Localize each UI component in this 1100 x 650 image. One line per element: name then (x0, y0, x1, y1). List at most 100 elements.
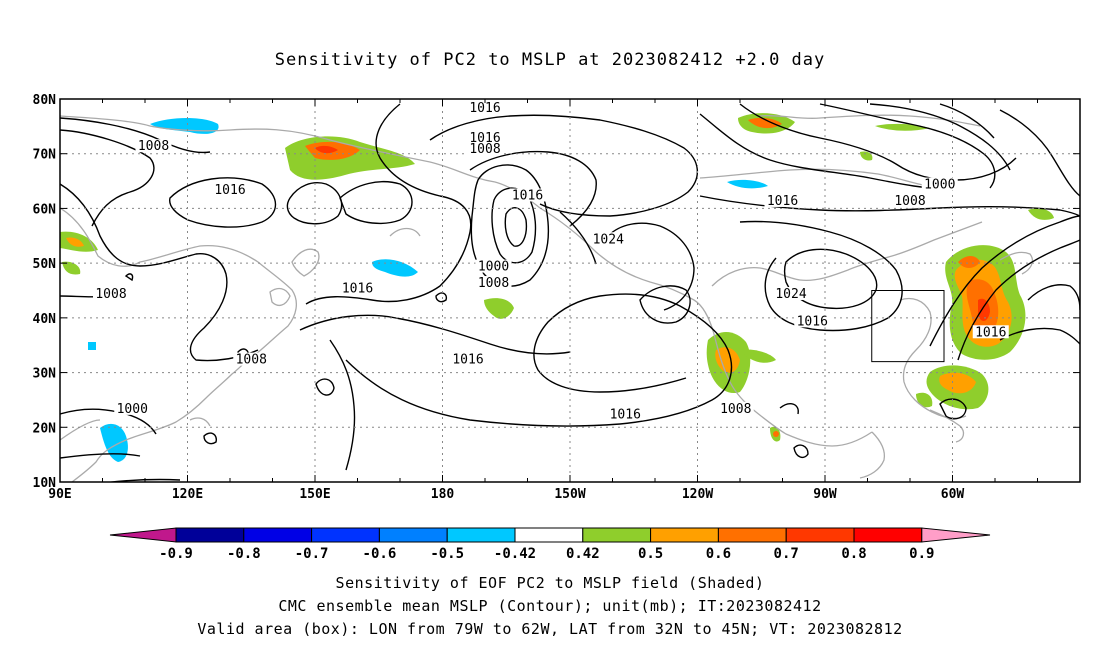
contour-label-bg (93, 286, 129, 300)
contour-label: 1008 (478, 276, 509, 291)
lat-label: 20N (33, 421, 57, 436)
caption-line-2: CMC ensemble mean MSLP (Contour); unit(m… (278, 597, 822, 615)
colorbar-labels: -0.9 -0.8 -0.7 -0.6 -0.5 -0.42 0.42 0.5 0.6 0.7 0.… (159, 546, 934, 562)
contour-label: 1016 (469, 101, 500, 116)
colorbar-label: -0.6 (363, 546, 397, 562)
colorbar-label: -0.8 (227, 546, 261, 562)
contour-label: 1008 (95, 287, 126, 302)
colorbar-low-extend (109, 527, 177, 543)
contour-label: 1016 (512, 188, 543, 203)
lat-label: 40N (33, 312, 57, 327)
colorbar-segment (785, 527, 855, 543)
lat-label: 80N (33, 93, 57, 108)
lon-label: 90E (48, 487, 71, 502)
colorbar-segment (853, 527, 923, 543)
contour-label-bg (339, 281, 376, 295)
valid-area-box (871, 290, 945, 363)
colorbar-label: -0.5 (430, 546, 464, 562)
caption-line-1: Sensitivity of EOF PC2 to MSLP field (Sh… (335, 574, 765, 592)
contour-label-bg (467, 141, 503, 155)
lon-label: 150E (299, 487, 330, 502)
lat-label: 30N (33, 367, 57, 382)
contour-label-bg (717, 401, 754, 415)
colorbar-label: -0.42 (494, 546, 536, 562)
contour-label-bg (892, 193, 928, 207)
lat-lon-grid (60, 99, 1080, 482)
contour-label-bg (212, 183, 248, 197)
lat-label: 50N (33, 257, 57, 272)
contour-label: 1016 (610, 407, 641, 422)
colorbar (109, 527, 991, 543)
contour-label-bg (467, 100, 503, 114)
lon-label: 180 (431, 487, 455, 502)
caption-line-3: Valid area (box): LON from 79W to 62W, L… (197, 620, 903, 638)
contour-label: 1016 (797, 314, 828, 329)
contour-label: 1008 (894, 194, 925, 209)
contour-label-bg (607, 407, 644, 421)
contour-label: 1000 (478, 260, 509, 275)
contour-label-bg (921, 177, 958, 191)
colorbar-segment (378, 527, 448, 543)
lon-label: 60W (941, 487, 965, 502)
shading-layer (60, 113, 1054, 462)
lon-axis-labels: 90E 120E 150E 180 150W 120W 90W 60W (48, 487, 964, 502)
contour-label: 1000 (117, 402, 148, 417)
contour-label: 1016 (452, 353, 483, 368)
colorbar-segment (650, 527, 719, 543)
contour-label-bg (467, 131, 503, 145)
lon-label: 150W (554, 487, 585, 502)
colorbar-label: 0.5 (638, 546, 663, 562)
contour-label: 1016 (975, 325, 1006, 340)
contour-label: 1000 (924, 178, 955, 193)
contour-label: 1016 (214, 183, 245, 198)
contour-label: 1008 (236, 353, 267, 368)
lat-label: 70N (33, 148, 57, 163)
contour-label: 1008 (469, 142, 500, 157)
contour-label-bg (972, 325, 1009, 339)
contour-label: 1008 (138, 139, 169, 154)
coastlines (60, 114, 1034, 482)
colorbar-label: 0.8 (841, 546, 866, 562)
colorbar-segment (514, 527, 584, 543)
contour-label-bg (590, 232, 627, 246)
colorbar-label: -0.7 (295, 546, 329, 562)
colorbar-segment (446, 527, 516, 543)
colorbar-label: 0.7 (774, 546, 799, 562)
contour-label-bg (475, 276, 512, 290)
lat-axis-labels: 80N 70N 60N 50N 40N 30N 20N 10N (33, 93, 57, 491)
contour-label: 1008 (720, 402, 751, 417)
contour-label-bg (509, 188, 546, 202)
colorbar-label: 0.42 (566, 546, 600, 562)
contour-label-bg (450, 352, 486, 366)
colorbar-segment (311, 527, 380, 543)
lon-label: 120W (682, 487, 713, 502)
contour-label: 1024 (593, 232, 624, 247)
mslp-contours (60, 103, 1080, 482)
contour-label-bg (794, 314, 831, 328)
colorbar-segment (243, 527, 313, 543)
colorbar-high-extend (921, 527, 991, 543)
contour-label-bg (475, 259, 512, 273)
contour-label-bg (135, 139, 172, 153)
lat-label: 10N (33, 476, 57, 491)
map-title: Sensitivity of PC2 to MSLP at 2023082412… (274, 50, 826, 70)
contour-label: 1016 (767, 194, 798, 209)
colorbar-label: -0.9 (159, 546, 193, 562)
lon-label: 90W (813, 487, 837, 502)
contour-label-bg (773, 286, 809, 300)
colorbar-segment (175, 527, 245, 543)
colorbar-label: 0.9 (909, 546, 934, 562)
colorbar-label: 0.6 (706, 546, 731, 562)
contour-label-bg (114, 401, 151, 415)
axis-ticks (59, 98, 1081, 483)
contour-label: 1016 (342, 282, 373, 297)
lon-label: 120E (172, 487, 203, 502)
colorbar-segment (717, 527, 787, 543)
contour-label-bg (233, 352, 270, 366)
contour-label: 1024 (775, 287, 806, 302)
lat-label: 60N (33, 202, 57, 217)
colorbar-segment (582, 527, 652, 543)
contour-label-bg (764, 193, 801, 207)
